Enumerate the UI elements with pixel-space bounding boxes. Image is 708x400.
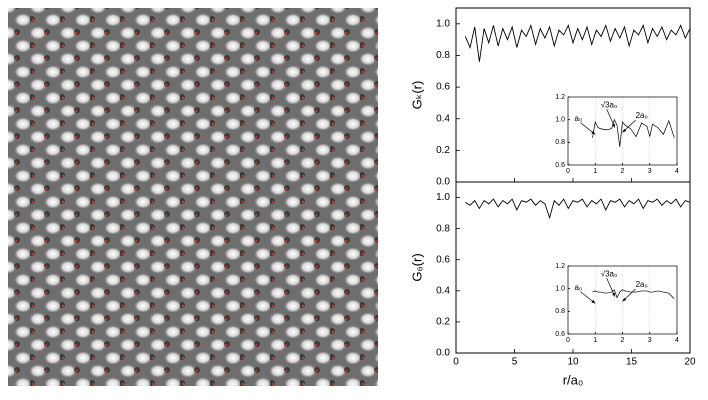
y-tick-label: 0.4 <box>436 113 450 124</box>
y-tick-label: 1.0 <box>555 286 565 293</box>
data-line <box>592 118 675 147</box>
arrow-head <box>622 297 627 302</box>
x-tick-label: 2 <box>621 337 625 344</box>
x-tick-label: 0 <box>566 168 570 175</box>
arrow-head <box>611 292 615 297</box>
inset-background <box>568 97 677 165</box>
y-tick-label: 0.8 <box>555 308 565 315</box>
annotation: 2a₀ <box>636 111 648 120</box>
annotation: √3a₀ <box>601 100 618 109</box>
x-tick-label: 2 <box>621 168 625 175</box>
x-tick-label: 20 <box>684 357 696 368</box>
y-tick-label: 1.0 <box>436 192 450 203</box>
x-tick-label: 4 <box>675 168 679 175</box>
y-axis-label: Gₖ(r) <box>409 81 424 110</box>
y-tick-label: 0.6 <box>555 162 565 169</box>
y-tick-label: 1.2 <box>555 94 565 101</box>
y-tick-label: 0.0 <box>436 177 450 188</box>
annotation: a₀ <box>575 283 583 292</box>
y-tick-label: 0.4 <box>436 285 450 296</box>
y-tick-label: 0.6 <box>436 254 450 265</box>
x-tick-label: 3 <box>648 337 652 344</box>
y-tick-label: 0.8 <box>555 139 565 146</box>
inset-background <box>568 266 677 334</box>
y-tick-label: 1.0 <box>436 18 450 29</box>
x-tick-label: 1 <box>593 168 597 175</box>
x-axis-label: r/a₀ <box>563 372 584 387</box>
arrow-head <box>622 128 627 133</box>
annotation: √3a₀ <box>601 269 618 278</box>
y-tick-label: 0.2 <box>436 145 450 156</box>
plot-frame <box>567 96 678 166</box>
y-tick-label: 0.8 <box>436 50 450 61</box>
x-tick-label: 15 <box>626 357 638 368</box>
plot-frame <box>567 265 678 335</box>
y-tick-label: 0.6 <box>555 331 565 338</box>
x-tick-label: 10 <box>567 357 579 368</box>
annotation: a₀ <box>575 114 583 123</box>
arrow-head <box>611 123 615 128</box>
arrow-head <box>591 299 596 304</box>
y-tick-label: 0.6 <box>436 82 450 93</box>
data-line <box>465 198 691 220</box>
lattice-image <box>8 8 378 386</box>
y-tick-label: 1.0 <box>555 117 565 124</box>
x-tick-label: 0 <box>453 357 459 368</box>
x-tick-label: 1 <box>593 337 597 344</box>
y-tick-label: 0.0 <box>436 348 450 359</box>
annotation: 2a₀ <box>636 280 648 289</box>
x-tick-label: 3 <box>648 168 652 175</box>
data-line <box>464 23 691 62</box>
y-axis-label: G₆(r) <box>409 253 424 281</box>
plot-frame <box>455 181 691 354</box>
x-tick-label: 0 <box>566 337 570 344</box>
y-tick-label: 1.2 <box>555 263 565 270</box>
y-tick-label: 0.2 <box>436 317 450 328</box>
data-line <box>592 289 675 300</box>
x-tick-label: 5 <box>512 357 518 368</box>
arrow-head <box>591 130 596 135</box>
x-tick-label: 4 <box>675 337 679 344</box>
y-tick-label: 0.8 <box>436 223 450 234</box>
